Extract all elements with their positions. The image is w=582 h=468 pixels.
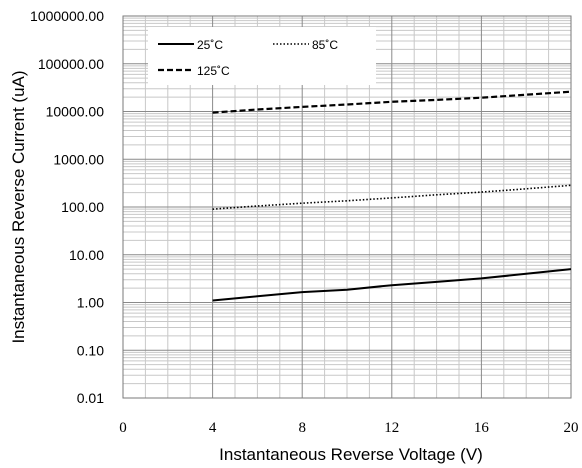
- x-tick-label: 16: [474, 420, 490, 436]
- x-tick-label: 8: [298, 420, 306, 436]
- plot-frame: [122, 15, 572, 399]
- legend-label: 125˚C: [197, 64, 230, 78]
- x-tick-label: 12: [384, 420, 399, 436]
- legend: 25˚C 85˚C 125˚C: [148, 27, 376, 85]
- x-tick-label: 20: [564, 420, 579, 436]
- data-series: [212, 90, 572, 302]
- y-tick-label: 0.10: [77, 342, 104, 358]
- tick-labels: 1000000.00 100000.00 10000.00 1000.00 100.00…: [30, 8, 578, 436]
- y-axis-title: Instantaneous Reverse Current (uA): [9, 70, 28, 343]
- series-line-3: [212, 90, 572, 114]
- series-line-2: [212, 184, 572, 210]
- legend-box: [148, 27, 376, 85]
- legend-label: 85˚C: [312, 38, 338, 52]
- x-tick-label: 4: [209, 420, 217, 436]
- x-tick-label: 0: [119, 420, 127, 436]
- legend-label: 25˚C: [197, 38, 223, 52]
- y-tick-label: 1000000.00: [30, 8, 104, 24]
- y-tick-label: 0.01: [77, 390, 104, 406]
- y-tick-label: 10.00: [69, 247, 104, 263]
- y-tick-label: 100.00: [61, 199, 104, 215]
- series-line-1: [212, 268, 572, 302]
- x-axis-title: Instantaneous Reverse Voltage (V): [219, 445, 483, 464]
- y-tick-label: 100000.00: [38, 56, 104, 72]
- plot-border: [122, 15, 572, 399]
- y-tick-label: 1000.00: [53, 151, 104, 167]
- y-tick-label: 1.00: [77, 295, 104, 311]
- y-tick-label: 10000.00: [46, 104, 105, 120]
